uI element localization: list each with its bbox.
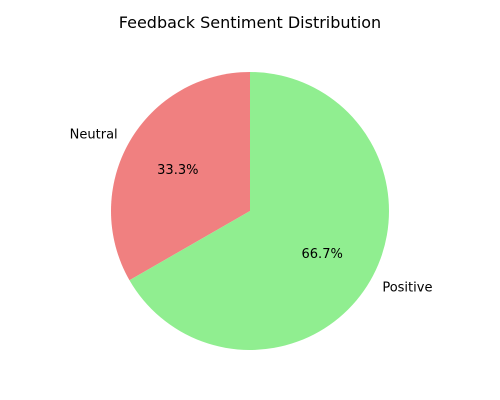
slice-percent-positive: 66.7% [302,247,343,262]
pie-slice-positive [129,72,389,350]
pie-labels: Neutral 33.3% Positive 66.7% [70,127,433,295]
slice-percent-neutral: 33.3% [157,163,198,178]
chart-title: Feedback Sentiment Distribution [119,13,381,32]
slice-label-positive: Positive [382,281,432,296]
pie-slices [111,72,389,350]
slice-label-neutral: Neutral [70,127,118,142]
pie-slice-neutral [111,72,250,281]
